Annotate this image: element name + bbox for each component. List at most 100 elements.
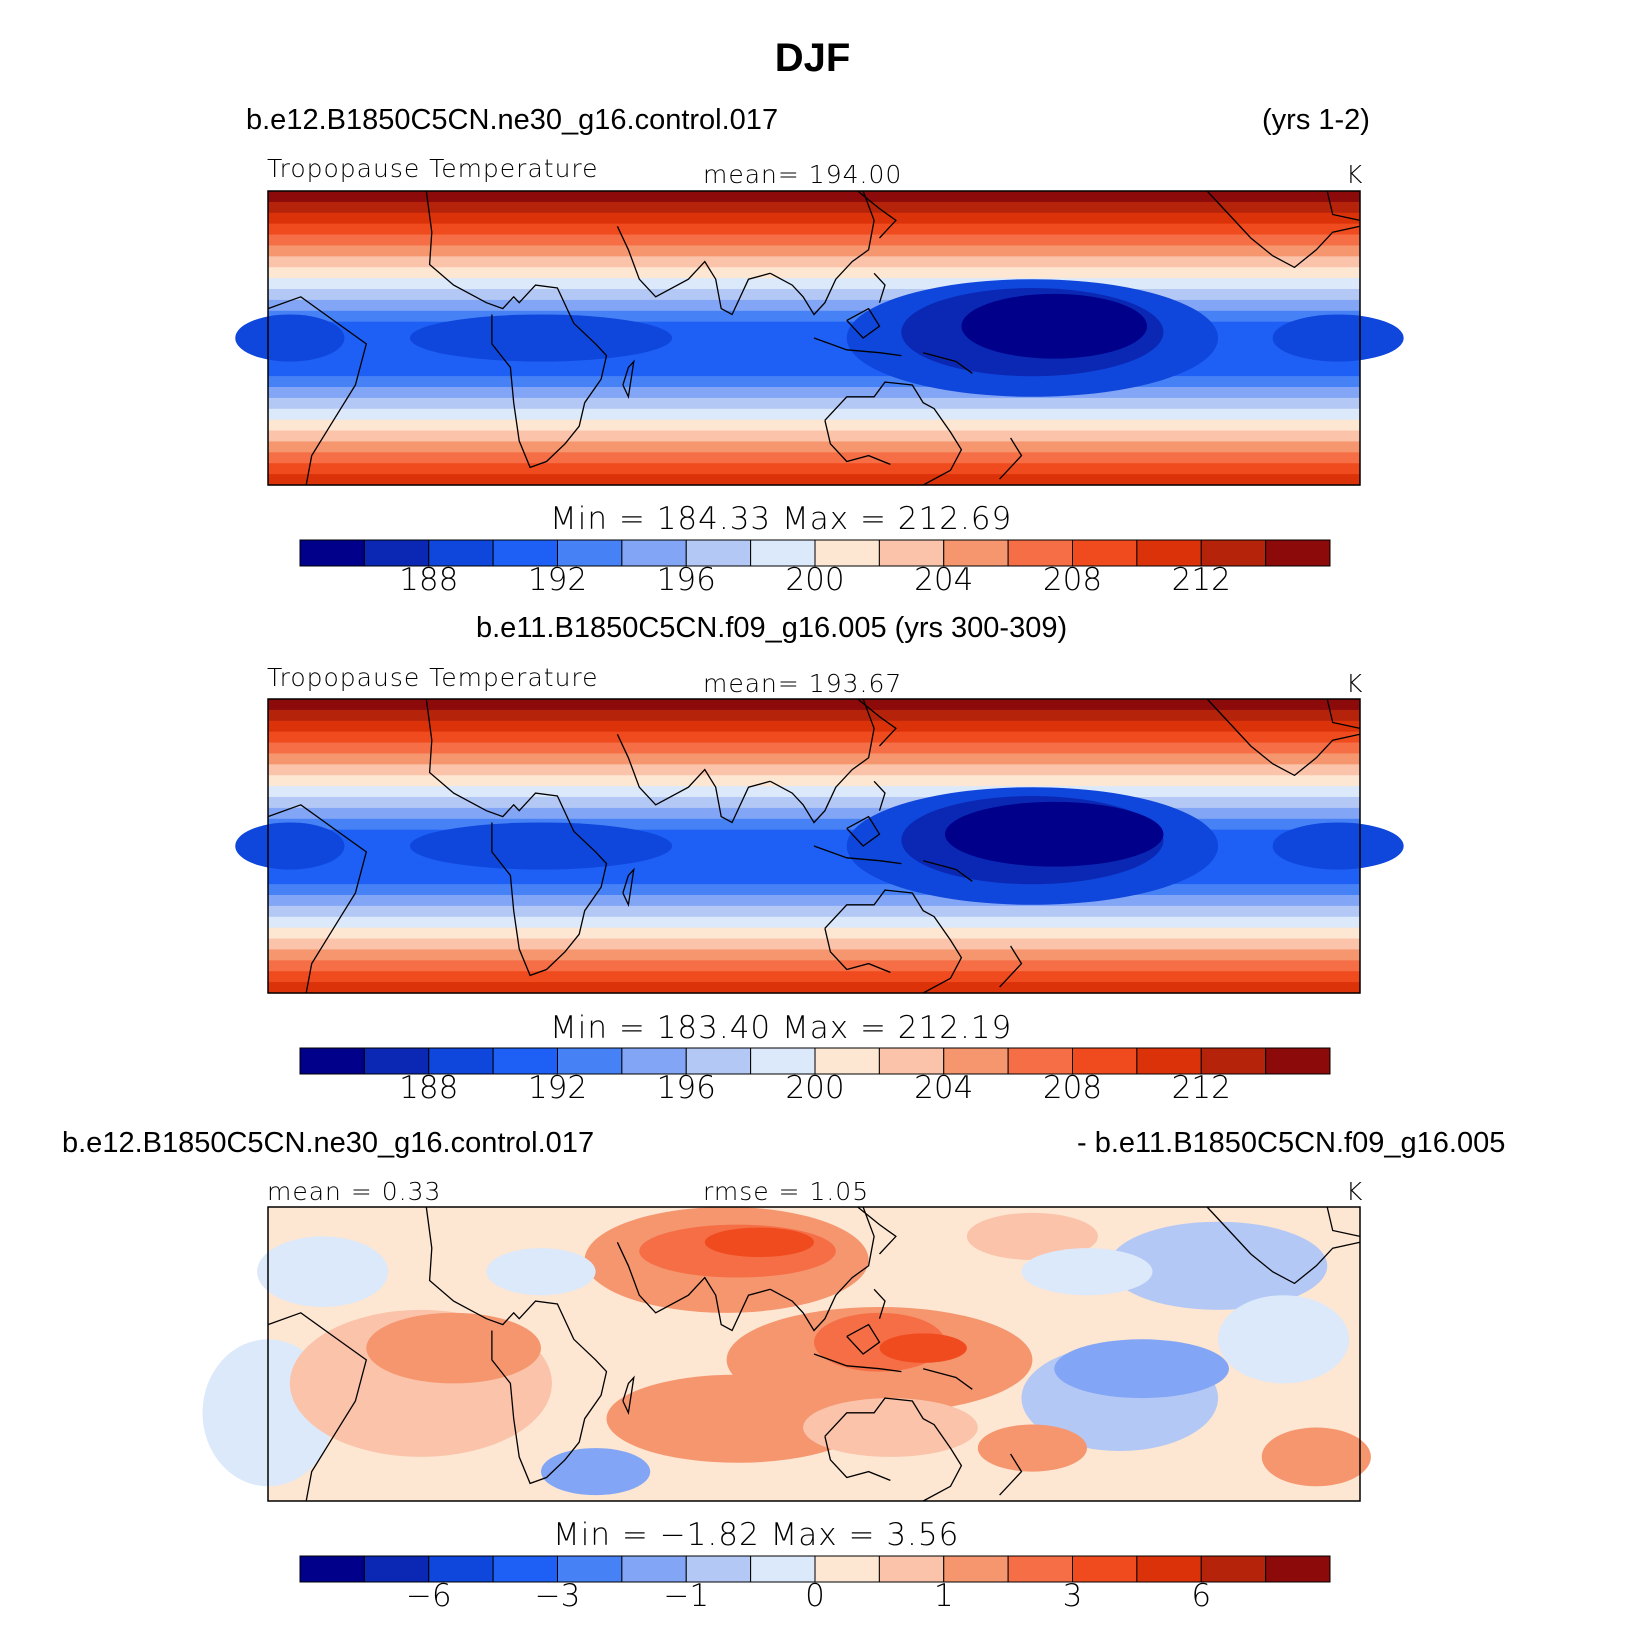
panel3-contour-region: [1054, 1339, 1229, 1399]
panel3-contour-region: [1108, 1221, 1328, 1310]
panel1-contour-low: [235, 314, 345, 362]
panel1-colorbar-swatch: [814, 539, 880, 567]
panel3-contour-region: [1261, 1427, 1371, 1487]
panel2-contour-band: [268, 905, 1360, 918]
panel1-coastline: [267, 296, 368, 486]
panel1-coastline: [616, 226, 771, 316]
panel3-units-label: K: [1346, 1177, 1364, 1206]
panel2-contour-band: [268, 797, 1360, 809]
panel2-contour-band: [268, 938, 1360, 951]
panel2-contour-low: [1272, 822, 1404, 870]
panel1-contour-band: [268, 212, 1360, 225]
panel1-contour-band: [268, 310, 1360, 323]
panel1-contour-band: [268, 289, 1360, 301]
panel1-contour-band: [268, 278, 1360, 290]
panel2-colorbar-tick-label: 204: [914, 1070, 974, 1106]
panel1-coastline: [824, 420, 891, 466]
panel3-colorbar-tick-label: −3: [534, 1578, 581, 1614]
panel3-contour-region: [704, 1227, 815, 1257]
panel1-contour-low: [1272, 314, 1404, 362]
panel3-coastline: [846, 1323, 881, 1355]
panel3-coastline: [824, 1436, 891, 1482]
panel3-coastline: [425, 1206, 608, 1485]
panel2-colorbar-swatch: [943, 1047, 1009, 1075]
panel3-colorbar-tick-label: −1: [663, 1578, 710, 1614]
panel2-coastline: [425, 698, 608, 977]
panel2-coastline: [846, 815, 881, 847]
panel2-contour-band: [268, 971, 1360, 983]
panel3-coastline: [267, 1312, 368, 1502]
panel1-colorbar-swatch: [363, 539, 430, 567]
panel3-colorbar-tick-label: 6: [1191, 1578, 1212, 1614]
panel1-colorbar-tick-label: 200: [785, 562, 845, 598]
panel3-colorbar-tick-label: 1: [933, 1578, 954, 1614]
panel2-colorbar-swatch: [621, 1047, 687, 1075]
panel1-coastline: [846, 307, 881, 339]
panel1-years: (yrs 1-2): [1262, 104, 1370, 136]
panel1-coastline: [1206, 190, 1361, 269]
panel2-colorbar-swatch: [428, 1047, 494, 1075]
panel2-coastline: [813, 845, 902, 865]
panel3-colorbar-swatch: [1200, 1555, 1267, 1583]
panel1-contour-band: [268, 452, 1360, 464]
panel1-coastline: [813, 337, 902, 357]
panel2-contour-band: [268, 709, 1360, 722]
panel2-contour-band: [268, 753, 1360, 765]
panel1-coastline: [923, 352, 973, 374]
panel2-contour-band: [268, 764, 1360, 776]
panel3-coastline: [999, 1453, 1023, 1496]
panel3-contour-region: [541, 1448, 651, 1496]
panel2-contour-band: [268, 742, 1360, 755]
panel2-coastline: [824, 889, 963, 994]
panel3-coastline: [813, 1353, 902, 1373]
panel2-contour-band: [268, 807, 1360, 820]
panel2-contour-band: [268, 982, 1360, 994]
panel1-colorbar-swatch: [1072, 539, 1138, 567]
panel3-contour-region: [977, 1424, 1087, 1472]
panel2-colorbar-swatch: [750, 1047, 816, 1075]
panel1-colorbar-swatch: [557, 539, 623, 567]
panel3-colorbar-swatch: [1072, 1555, 1138, 1583]
panel3-colorbar-swatch: [1265, 1555, 1331, 1583]
panel3-contour-region: [803, 1398, 978, 1457]
panel3-map: [202, 1207, 1371, 1501]
panel1-coastline: [999, 437, 1023, 480]
panel3-colorbar-swatch: [1007, 1555, 1073, 1583]
panel1-coastline: [622, 359, 635, 400]
panel3-contour-region: [486, 1248, 596, 1296]
panel3-colorbar-swatch: [943, 1555, 1009, 1583]
panel3-contour-region: [966, 1212, 1098, 1260]
panel1-contour-band: [268, 463, 1360, 475]
main-title: DJF: [774, 36, 851, 80]
panel2-contour-band: [268, 731, 1360, 744]
panel1-colorbar-tick-label: 212: [1171, 562, 1231, 598]
panel1-contour-band: [268, 408, 1360, 421]
panel3-coastline: [1206, 1206, 1361, 1285]
panel2-coastline: [1206, 698, 1361, 777]
panel2-contour-band: [268, 927, 1360, 940]
panel1-colorbar-swatch: [1007, 539, 1073, 567]
panel1-contour-band: [268, 245, 1360, 257]
panel3-colorbar-swatch: [814, 1555, 880, 1583]
panel1-case-name: b.e12.B1850C5CN.ne30_g16.control.017: [246, 104, 779, 136]
panel1-contour-band: [268, 343, 1360, 355]
panel1-contour-band: [268, 267, 1360, 279]
panel2-coastline: [824, 928, 891, 974]
panel1-contour-band: [268, 376, 1360, 388]
panel1-colorbar-swatch: [750, 539, 816, 567]
panel3-colorbar-swatch: [299, 1555, 365, 1583]
panel3-coastline: [1326, 1206, 1361, 1238]
panel1-contour-band: [268, 354, 1360, 366]
panel2-colorbar-swatch: [878, 1047, 945, 1075]
panel1-contour-band: [268, 441, 1360, 453]
panel2-contour-band: [268, 862, 1360, 874]
panel3-coastline: [873, 1288, 886, 1319]
panel1-colorbar-tick-label: 196: [656, 562, 716, 598]
panel1-colorbar-swatch: [621, 539, 687, 567]
panel1-coastline: [824, 381, 963, 486]
panel1-contour-band: [268, 397, 1360, 410]
panel3-colorbar-swatch: [621, 1555, 687, 1583]
panel2-colorbar-tick-label: 192: [527, 1070, 588, 1106]
panel2-contour-band: [268, 818, 1360, 831]
panel2-colorbar-swatch: [299, 1047, 365, 1075]
